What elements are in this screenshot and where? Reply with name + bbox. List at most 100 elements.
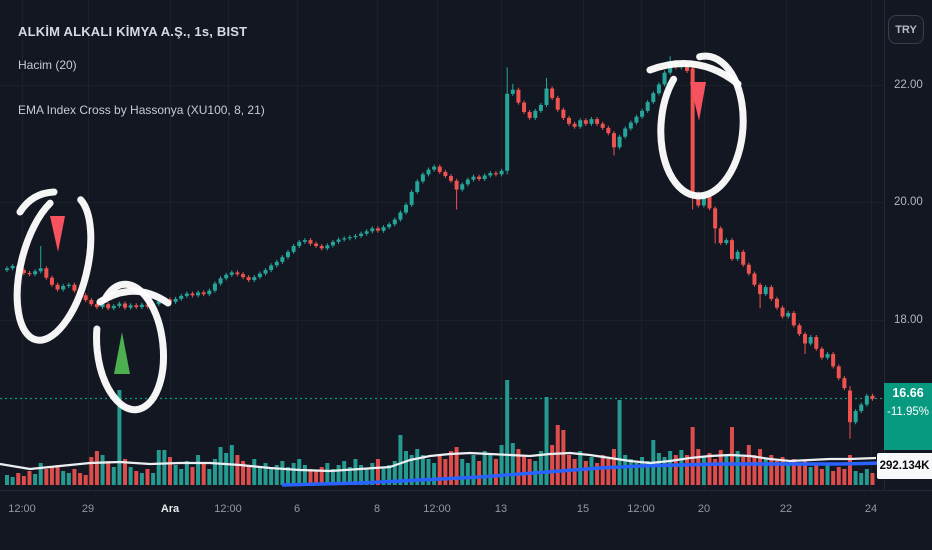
- candle-body: [314, 243, 319, 246]
- candle-body: [27, 273, 32, 275]
- volume-bar: [398, 435, 403, 485]
- volume-ma-line: [0, 451, 877, 473]
- indicator-volume-label[interactable]: Hacim (20): [18, 58, 77, 72]
- volume-bar: [724, 455, 729, 485]
- volume-bar: [752, 455, 757, 485]
- volume-bar: [634, 463, 639, 485]
- volume-bar: [797, 465, 802, 485]
- volume-bar: [628, 459, 633, 485]
- volume-bar: [488, 455, 493, 485]
- volume-bar: [454, 447, 459, 485]
- candle-body: [527, 112, 532, 118]
- volume-bar: [426, 459, 431, 485]
- candle-body: [583, 120, 588, 124]
- candle-body: [179, 295, 184, 299]
- volume-bar: [572, 459, 577, 485]
- volume-bar: [72, 469, 77, 485]
- candle-body: [550, 88, 555, 98]
- candle-body: [415, 181, 420, 192]
- candle-body: [308, 240, 313, 244]
- time-axis-label: 20: [697, 503, 711, 515]
- candle-body: [364, 231, 369, 234]
- candle-body: [66, 284, 71, 286]
- candle-body: [100, 304, 105, 308]
- candle-body: [819, 348, 824, 358]
- volume-bar: [246, 465, 251, 485]
- volume-bar: [623, 455, 628, 485]
- volume-bar: [184, 461, 189, 485]
- candle-body: [21, 270, 26, 273]
- volume-bar: [544, 397, 549, 485]
- candle-body: [134, 305, 139, 308]
- candle-body: [493, 173, 498, 175]
- candle-body: [437, 166, 442, 172]
- candle-body: [735, 251, 740, 259]
- candle-body: [184, 293, 189, 296]
- volume-bar: [302, 465, 307, 485]
- volume-bar: [758, 449, 763, 485]
- time-axis-label: 12:00: [423, 503, 451, 515]
- annotation-circle-tail: [16, 188, 58, 216]
- candle-body: [274, 261, 279, 266]
- annotation-circle: [13, 190, 95, 344]
- candle-body: [72, 284, 77, 291]
- volume-bar: [701, 457, 706, 485]
- candle-body: [780, 307, 785, 317]
- candle-body: [774, 298, 779, 308]
- time-axis-label: 8: [373, 503, 381, 515]
- candle-body: [685, 63, 690, 71]
- candle-body: [853, 411, 858, 423]
- volume-bar: [156, 450, 161, 485]
- volume-bar: [448, 451, 453, 485]
- candle-body: [533, 110, 538, 118]
- volume-bar: [808, 467, 813, 485]
- volume-bar: [162, 450, 167, 485]
- candle-body: [842, 378, 847, 389]
- volume-bar: [493, 459, 498, 485]
- volume-bar: [791, 459, 796, 485]
- candle-body: [196, 292, 201, 296]
- volume-bar: [381, 467, 386, 485]
- symbol-title[interactable]: ALKİM ALKALI KİMYA A.Ş., 1s, BIST: [18, 24, 248, 39]
- volume-bar: [83, 475, 88, 485]
- candle-body: [471, 176, 476, 180]
- candle-body: [572, 123, 577, 127]
- volume-bar: [347, 467, 352, 485]
- volume-bar: [100, 455, 105, 485]
- candle-body: [381, 227, 386, 231]
- volume-bar: [167, 457, 172, 485]
- candle-body: [10, 265, 15, 269]
- time-axis-label: 12:00: [627, 503, 655, 515]
- candle-body: [387, 224, 392, 228]
- volume-bar: [291, 463, 296, 485]
- volume-bar: [713, 459, 718, 485]
- candle-body: [375, 228, 380, 231]
- volume-bar: [595, 463, 600, 485]
- candle-body: [617, 136, 622, 148]
- candle-body: [510, 89, 515, 94]
- volume-bar: [235, 455, 240, 485]
- volume-bar: [735, 451, 740, 485]
- candle-body: [330, 241, 335, 246]
- volume-bar: [420, 455, 425, 485]
- volume-bar: [106, 461, 111, 485]
- indicator-ema-label[interactable]: EMA Index Cross by Hassonya (XU100, 8, 2…: [18, 103, 265, 117]
- volume-bar: [241, 461, 246, 485]
- time-axis-label: Ara: [160, 503, 180, 515]
- currency-toggle-button[interactable]: TRY: [888, 15, 924, 44]
- candle-body: [286, 251, 290, 258]
- candle-body: [156, 301, 161, 305]
- candle-body: [803, 334, 808, 344]
- candle-body: [392, 219, 397, 225]
- volume-bar: [499, 445, 504, 485]
- candle-body: [690, 68, 695, 194]
- candle-body: [589, 119, 594, 124]
- volume-bar: [662, 457, 667, 485]
- volume-bar: [139, 473, 144, 485]
- candle-body: [505, 93, 510, 171]
- candle-body: [257, 273, 262, 278]
- annotation-circle-tail: [96, 287, 172, 307]
- candle-body: [645, 102, 650, 111]
- candle-body: [454, 180, 459, 190]
